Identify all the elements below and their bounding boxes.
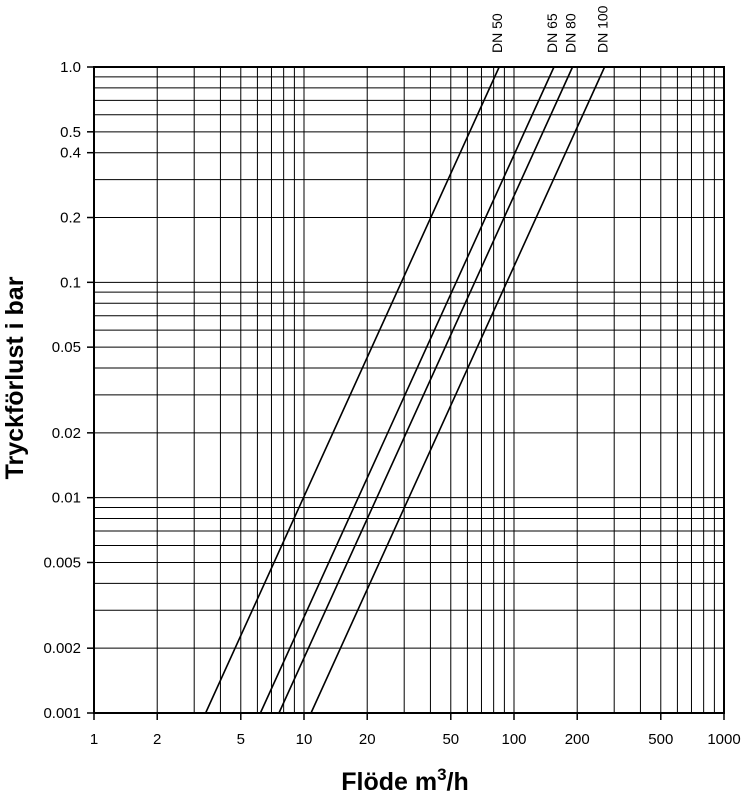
x-axis-title-unit: /h bbox=[447, 768, 469, 796]
x-tick-label: 2 bbox=[153, 731, 161, 748]
y-tick-label: 0.002 bbox=[43, 640, 81, 657]
x-tick-label: 1 bbox=[90, 731, 98, 748]
series-labels: DN 50 DN 65 DN 80 DN 100 bbox=[489, 5, 610, 53]
x-tick-label: 1000 bbox=[707, 731, 740, 748]
y-tick-label: 0.001 bbox=[43, 705, 81, 722]
y-tick-label: 0.005 bbox=[43, 554, 81, 571]
series-label-dn80: DN 80 bbox=[563, 13, 579, 53]
series-lines bbox=[204, 66, 606, 714]
series-label-dn65: DN 65 bbox=[544, 13, 560, 53]
x-axis-title: Flöde m3/h bbox=[341, 765, 469, 796]
y-tick-label: 0.05 bbox=[52, 339, 81, 356]
y-tick-label: 0.4 bbox=[60, 145, 81, 162]
x-axis-title-main: Flöde m bbox=[341, 768, 437, 796]
plot-frame bbox=[93, 66, 725, 714]
y-tick-label: 0.02 bbox=[52, 425, 81, 442]
y-tick-label: 0.2 bbox=[60, 210, 81, 227]
x-tick-label: 10 bbox=[296, 731, 313, 748]
x-tick-label: 20 bbox=[359, 731, 376, 748]
series-line-dn80 bbox=[278, 66, 574, 714]
x-tick-label: 100 bbox=[501, 731, 526, 748]
series-label-dn100: DN 100 bbox=[595, 5, 611, 53]
series-line-dn100 bbox=[310, 66, 606, 714]
y-tick-label: 1.0 bbox=[60, 59, 81, 76]
x-tick-label: 500 bbox=[648, 731, 673, 748]
grid bbox=[94, 67, 724, 713]
ticks: 1 2 5 10 20 50 100 200 500 1000 1.0 0.5 0.4 0.2 0.1 0.0… bbox=[43, 59, 740, 748]
series-label-dn50: DN 50 bbox=[489, 13, 505, 53]
y-tick-label: 0.5 bbox=[60, 124, 81, 141]
x-tick-label: 200 bbox=[565, 731, 590, 748]
x-axis-title-sup: 3 bbox=[437, 765, 446, 784]
x-tick-label: 5 bbox=[237, 731, 245, 748]
y-axis-title: Tryckförlust i bar bbox=[1, 276, 29, 479]
series-line-dn65 bbox=[259, 66, 555, 714]
x-tick-label: 50 bbox=[442, 731, 459, 748]
y-tick-label: 0.01 bbox=[52, 490, 81, 507]
y-tick-label: 0.1 bbox=[60, 274, 81, 291]
series-line-dn50 bbox=[204, 66, 500, 714]
